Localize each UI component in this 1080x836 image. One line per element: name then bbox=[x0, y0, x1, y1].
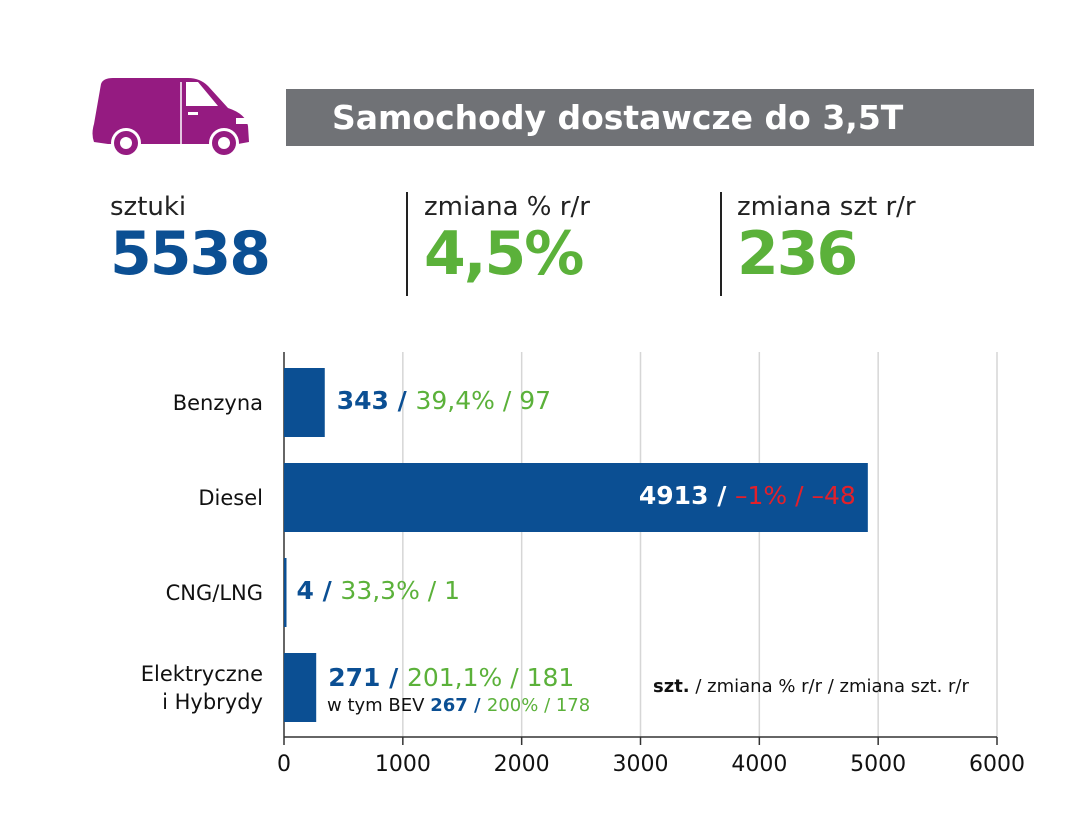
category-label: Elektryczne i Hybrydy bbox=[141, 660, 263, 716]
kpi-label: zmiana szt r/r bbox=[737, 192, 916, 222]
category-label: CNG/LNG bbox=[166, 579, 263, 607]
kpi-value: 5538 bbox=[110, 219, 271, 289]
legend-note-bold: szt. bbox=[653, 676, 690, 697]
van-icon bbox=[92, 78, 249, 158]
bar-diesel bbox=[284, 463, 868, 532]
change-label: 97 bbox=[519, 385, 552, 415]
separator: / bbox=[502, 663, 527, 692]
category-label-line: Elektryczne bbox=[140, 661, 263, 686]
value-label: 4 bbox=[296, 575, 314, 605]
change-label: 1 bbox=[444, 575, 461, 605]
pct-label: –1% bbox=[735, 480, 788, 510]
divider bbox=[406, 192, 408, 296]
category-label: Diesel bbox=[198, 484, 263, 512]
category-label-line: Benzyna bbox=[172, 390, 263, 415]
category-label: Benzyna bbox=[173, 389, 263, 417]
category-label-line: CNG/LNG bbox=[165, 580, 263, 605]
bar-benzyna bbox=[284, 368, 325, 437]
bev-units: 178 bbox=[555, 695, 591, 716]
x-tick-label: 1000 bbox=[374, 752, 431, 777]
kpi-label: zmiana % r/r bbox=[424, 192, 590, 222]
x-tick-label: 4000 bbox=[731, 752, 788, 777]
separator: / bbox=[313, 575, 341, 605]
kpi-unit-change: zmiana szt r/r 236 bbox=[737, 192, 916, 286]
separator: / bbox=[388, 385, 416, 415]
bar-elektryczne-i-hybrydy bbox=[284, 653, 317, 722]
bev-value: 267 bbox=[430, 695, 468, 716]
page-title: Samochody dostawcze do 3,5T bbox=[286, 89, 1034, 146]
bar-cng-lng bbox=[284, 558, 287, 627]
kpi-units: sztuki 5538 bbox=[110, 192, 271, 289]
kpi-value: 236 bbox=[737, 219, 858, 289]
data-label: 343 / 39,4% / 97 bbox=[337, 386, 551, 415]
bev-label: w tym BEV 267 / 200% / 178 bbox=[327, 695, 590, 716]
data-label: 4 / 33,3% / 1 bbox=[296, 576, 460, 605]
separator: / bbox=[494, 385, 520, 415]
separator: / bbox=[380, 663, 407, 692]
change-label: –48 bbox=[811, 480, 856, 510]
kpi-value: 4,5% bbox=[424, 219, 584, 289]
x-tick-label: 2000 bbox=[493, 752, 550, 777]
value-label: 271 bbox=[328, 663, 381, 692]
kpi-label: sztuki bbox=[110, 192, 187, 222]
divider bbox=[720, 192, 722, 296]
legend-note-rest: / zmiana % r/r / zmiana szt. r/r bbox=[689, 676, 969, 697]
category-label-line: i Hybrydy bbox=[162, 689, 263, 714]
separator: / bbox=[467, 695, 487, 716]
data-label: 271 / 201,1% / 181 bbox=[328, 663, 574, 692]
separator: / bbox=[708, 480, 736, 510]
value-label: 4913 bbox=[638, 480, 709, 510]
value-label: 343 bbox=[336, 385, 389, 415]
separator: / bbox=[419, 575, 445, 605]
legend-note: szt. / zmiana % r/r / zmiana szt. r/r bbox=[653, 676, 969, 697]
separator: / bbox=[787, 480, 812, 510]
bev-pct: 200% bbox=[486, 695, 539, 716]
x-tick-label: 6000 bbox=[969, 752, 1025, 777]
x-tick-label: 5000 bbox=[850, 752, 907, 777]
category-label-line: Diesel bbox=[198, 485, 263, 510]
change-label: 181 bbox=[526, 663, 575, 692]
x-tick-label: 3000 bbox=[612, 752, 669, 777]
separator: / bbox=[538, 695, 556, 716]
data-label: 4913 / –1% / –48 bbox=[639, 481, 856, 510]
pct-label: 33,3% bbox=[340, 575, 420, 605]
x-tick-label: 0 bbox=[277, 752, 291, 777]
bev-prefix: w tym BEV bbox=[327, 695, 425, 716]
kpi-pct-change: zmiana % r/r 4,5% bbox=[424, 192, 590, 286]
pct-label: 39,4% bbox=[415, 385, 495, 415]
pct-label: 201,1% bbox=[406, 663, 503, 692]
